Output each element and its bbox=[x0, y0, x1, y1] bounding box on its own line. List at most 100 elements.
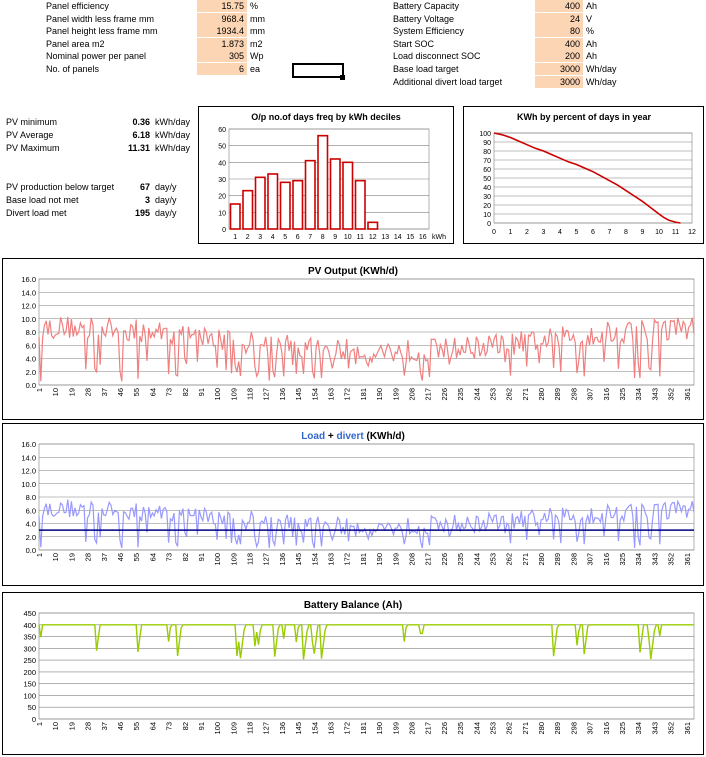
y-tick-label: 6.0 bbox=[26, 341, 36, 350]
x-tick-label: 280 bbox=[537, 388, 546, 401]
x-tick-label: 7 bbox=[308, 234, 312, 241]
histogram-bar bbox=[254, 176, 266, 230]
battery-svg: 0 50 100 150 200 250 300 350 400 450 1 10 19 28 37 46 55… bbox=[23, 600, 695, 735]
x-tick-label: 172 bbox=[343, 553, 352, 566]
stat-value: 67 bbox=[139, 182, 150, 192]
x-tick-label: 208 bbox=[407, 553, 416, 566]
histogram-bar bbox=[367, 221, 379, 230]
input-value-cell[interactable]: 305 bbox=[197, 50, 247, 63]
y-tick-label: 10.0 bbox=[21, 315, 36, 324]
x-tick-label: 73 bbox=[165, 553, 174, 561]
x-tick-label: 181 bbox=[359, 388, 368, 401]
y-tick-label: 30 bbox=[218, 177, 226, 184]
y-tick-label: 6.0 bbox=[26, 506, 36, 515]
chart-title: Battery Balance (Ah) bbox=[304, 600, 402, 611]
x-tick-label: 181 bbox=[359, 722, 368, 735]
stat-label: Base load not met bbox=[6, 195, 79, 205]
y-tick-label: 10 bbox=[218, 210, 226, 217]
x-tick-label: 82 bbox=[181, 722, 190, 730]
x-tick-label: 12 bbox=[369, 234, 377, 241]
input-unit: Wh/day bbox=[586, 76, 617, 87]
histogram-chart[interactable]: O/p no.of days freq by kWh deciles 0 10 20 3… bbox=[198, 106, 454, 244]
y-tick-label: 20 bbox=[483, 203, 491, 210]
x-tick-label: 12 bbox=[688, 229, 696, 236]
x-tick-label: 316 bbox=[602, 388, 611, 401]
x-tick-label: 55 bbox=[132, 388, 141, 396]
x-tick-label: 118 bbox=[246, 722, 255, 734]
x-tick-label: 217 bbox=[424, 388, 433, 401]
stat-label: PV production below target bbox=[6, 182, 115, 192]
input-value-cell[interactable]: 24 bbox=[535, 12, 583, 25]
input-value-cell[interactable]: 400 bbox=[535, 37, 583, 50]
x-tick-label: 316 bbox=[602, 722, 611, 735]
chart-title-part: (KWh/d) bbox=[364, 431, 405, 442]
x-tick-label: 154 bbox=[310, 722, 319, 735]
input-unit: Wh/day bbox=[586, 64, 617, 74]
x-tick-label: 136 bbox=[278, 553, 287, 566]
x-tick-label: 118 bbox=[246, 553, 255, 565]
x-tick-label: 6 bbox=[296, 234, 300, 241]
x-tick-label: 235 bbox=[456, 722, 465, 735]
chart-title: PV Output (KWh/d) bbox=[308, 266, 398, 277]
x-tick-label: 100 bbox=[213, 722, 222, 735]
x-tick-label: 136 bbox=[278, 722, 287, 735]
stat-unit: kWh/day bbox=[155, 130, 191, 140]
x-tick-label: 14 bbox=[394, 234, 402, 241]
stat-label: PV minimum bbox=[6, 117, 58, 127]
duration-chart[interactable]: KWh by percent of days in year 0 10 20 30 40 5… bbox=[463, 106, 704, 244]
input-value-cell[interactable]: 400 bbox=[535, 0, 583, 12]
x-tick-label: 262 bbox=[505, 388, 514, 401]
input-label: Panel area m2 bbox=[46, 38, 105, 49]
y-tick-label: 8.0 bbox=[26, 328, 36, 337]
x-tick-label: 190 bbox=[375, 553, 384, 566]
selected-cell[interactable] bbox=[292, 63, 344, 78]
x-tick-label: 73 bbox=[165, 722, 174, 730]
fill-handle[interactable] bbox=[340, 75, 345, 80]
y-tick-label: 250 bbox=[23, 656, 36, 665]
y-tick-label: 30 bbox=[483, 194, 491, 201]
x-tick-label: 28 bbox=[84, 553, 93, 561]
input-label: Nominal power per panel bbox=[46, 51, 147, 62]
x-tick-label: 3 bbox=[542, 229, 546, 236]
x-tick-label: 28 bbox=[84, 722, 93, 730]
y-tick-label: 4.0 bbox=[26, 355, 36, 364]
input-value-cell[interactable]: 1.873 bbox=[197, 37, 247, 50]
x-tick-label: 199 bbox=[391, 553, 400, 566]
y-tick-label: 60 bbox=[218, 127, 226, 134]
x-tick-label: 217 bbox=[424, 722, 433, 735]
x-tick-label: 11 bbox=[357, 234, 364, 241]
histogram-bar bbox=[229, 203, 241, 230]
input-value-cell[interactable]: 3000 bbox=[535, 63, 583, 75]
x-tick-label: 19 bbox=[67, 553, 76, 561]
input-value-cell[interactable]: 200 bbox=[535, 50, 583, 63]
stat-unit: kWh/day bbox=[155, 143, 191, 153]
x-tick-label: 361 bbox=[683, 388, 692, 401]
pv-output-line bbox=[38, 316, 695, 382]
x-tick-label: 289 bbox=[553, 553, 562, 566]
x-tick-label: 10 bbox=[655, 229, 663, 236]
chart-title-part: + bbox=[325, 431, 336, 442]
histogram-bar bbox=[317, 134, 329, 230]
input-value-cell[interactable]: 6 bbox=[197, 63, 247, 75]
x-tick-label: 91 bbox=[197, 722, 206, 730]
y-tick-label: 50 bbox=[483, 176, 491, 183]
stat-label: PV Average bbox=[6, 130, 54, 140]
x-tick-label: 244 bbox=[472, 553, 481, 566]
battery-chart[interactable]: 0 50 100 150 200 250 300 350 400 450 1 10 19 28 37 46 55… bbox=[2, 592, 704, 755]
x-tick-label: 13 bbox=[381, 234, 389, 241]
input-value-cell[interactable]: 3000 bbox=[535, 75, 583, 88]
input-value-cell[interactable]: 968.4 bbox=[197, 12, 247, 25]
x-tick-label: 100 bbox=[213, 553, 222, 566]
plot-area bbox=[493, 132, 693, 224]
x-tick-label: 8 bbox=[321, 234, 325, 241]
pv-output-chart[interactable]: 0.0 2.0 4.0 6.0 8.0 10.0 12.0 14.0 16.0 1 10 19 28 37… bbox=[2, 258, 704, 420]
x-tick-label: 2 bbox=[246, 234, 250, 241]
input-value-cell[interactable]: 15.75 bbox=[197, 0, 247, 12]
x-tick-label: 73 bbox=[165, 388, 174, 396]
input-label: Base load target bbox=[393, 64, 459, 74]
input-value-cell[interactable]: 1934.4 bbox=[197, 25, 247, 38]
input-value-cell[interactable]: 80 bbox=[535, 25, 583, 38]
load-divert-chart[interactable]: 0.0 2.0 4.0 6.0 8.0 10.0 12.0 14.0 16.0 1 10 19 28 37… bbox=[2, 423, 704, 586]
y-tick-label: 12.0 bbox=[21, 467, 36, 476]
y-tick-label: 0 bbox=[32, 715, 36, 724]
